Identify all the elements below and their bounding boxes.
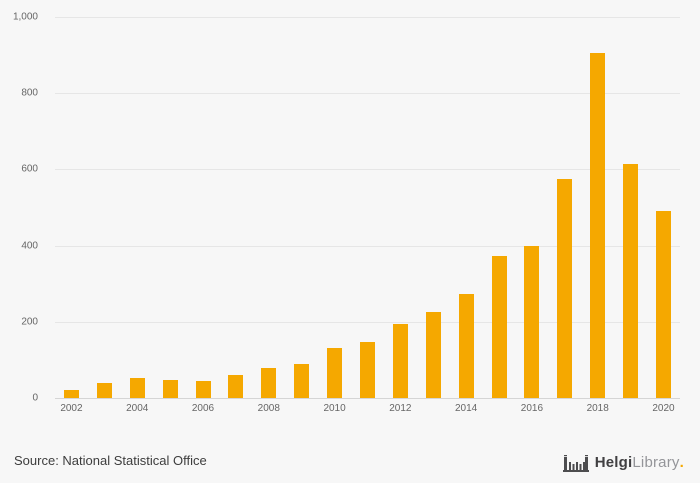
x-axis-tick-label: 2018 bbox=[586, 403, 609, 414]
bar-2003 bbox=[96, 382, 112, 398]
x-axis-tick-label bbox=[417, 403, 450, 414]
bar-slot bbox=[647, 17, 680, 398]
bar-2012 bbox=[392, 324, 408, 398]
helgi-library-logo: HelgiLibrary. bbox=[562, 452, 684, 472]
bar-2019 bbox=[623, 164, 639, 398]
bar-slot bbox=[384, 17, 417, 398]
logo-brand-secondary: Library bbox=[632, 453, 680, 471]
y-axis-tick-label: 1,000 bbox=[12, 11, 38, 23]
bar-slot bbox=[483, 17, 516, 398]
x-axis-tick-label bbox=[483, 403, 516, 414]
logo-text: HelgiLibrary. bbox=[595, 454, 684, 471]
bar-slot bbox=[515, 17, 548, 398]
chart-footer: Source: National Statistical Office bbox=[0, 439, 700, 483]
x-axis-tick-label bbox=[614, 403, 647, 414]
gridline bbox=[55, 169, 680, 171]
x-axis-tick-label: 2010 bbox=[323, 403, 346, 414]
gridline bbox=[55, 17, 680, 18]
x-axis-tick-label bbox=[154, 403, 187, 414]
bar-slot bbox=[285, 17, 318, 398]
logo-brand-primary: Helgi bbox=[594, 453, 633, 471]
x-axis-tick-label bbox=[219, 403, 252, 414]
bar-slot bbox=[417, 17, 450, 398]
x-axis-tick-label: 2004 bbox=[126, 403, 149, 414]
x-axis: 2002 2004 2006 2008 2010 2012 2014 2016 2018 2020 bbox=[55, 403, 680, 414]
x-axis-tick-label bbox=[351, 403, 384, 414]
x-axis-tick-label: 2020 bbox=[652, 403, 675, 414]
bars-container bbox=[55, 17, 680, 398]
x-axis-tick-label: 2014 bbox=[455, 403, 478, 414]
bar-2016 bbox=[524, 246, 540, 398]
source-text: Source: National Statistical Office bbox=[14, 453, 207, 468]
gridline bbox=[55, 398, 680, 399]
bar-slot bbox=[121, 17, 154, 398]
bar-slot bbox=[219, 17, 252, 398]
y-axis-tick-label: 0 bbox=[32, 392, 38, 404]
bar-2002 bbox=[63, 390, 79, 398]
x-axis-tick-label: 2002 bbox=[60, 403, 83, 414]
bar-slot bbox=[318, 17, 351, 398]
bar-slot bbox=[581, 17, 614, 398]
bar-slot bbox=[351, 17, 384, 398]
gridline bbox=[55, 245, 680, 247]
bar-2005 bbox=[162, 380, 178, 398]
bar-2013 bbox=[425, 311, 441, 398]
bar-slot bbox=[450, 17, 483, 398]
x-axis-tick-label: 2012 bbox=[389, 403, 412, 414]
x-axis-tick-label: 2006 bbox=[191, 403, 215, 414]
bar-2006 bbox=[195, 381, 211, 398]
logo-dot: . bbox=[679, 453, 684, 471]
bar-2007 bbox=[228, 375, 244, 398]
bar-2010 bbox=[327, 348, 343, 398]
bar-2011 bbox=[359, 341, 375, 398]
bar-slot bbox=[88, 17, 121, 398]
bar-slot bbox=[252, 17, 285, 398]
bar-2015 bbox=[491, 255, 507, 398]
bar-2020 bbox=[655, 210, 671, 398]
gridline bbox=[55, 321, 680, 323]
x-axis-tick-label: 2008 bbox=[257, 403, 280, 414]
bar-slot bbox=[55, 17, 88, 398]
y-axis-tick-label: 800 bbox=[21, 87, 38, 99]
y-axis-tick-label: 600 bbox=[21, 163, 38, 175]
gridline bbox=[55, 93, 680, 95]
x-axis-tick-label bbox=[285, 403, 318, 414]
x-axis-tick-label bbox=[548, 403, 581, 414]
y-axis: 0 200 400 600 800 1,000 bbox=[0, 12, 46, 404]
plot-area bbox=[55, 17, 680, 399]
x-axis-tick-label bbox=[88, 403, 121, 414]
bar-2009 bbox=[294, 363, 310, 398]
y-axis-tick-label: 200 bbox=[21, 316, 38, 328]
bar-slot bbox=[614, 17, 647, 398]
bar-2017 bbox=[557, 178, 573, 398]
bridge-icon bbox=[562, 452, 589, 472]
bar-slot bbox=[154, 17, 187, 398]
bar-slot bbox=[187, 17, 220, 398]
y-axis-tick-label: 400 bbox=[21, 240, 38, 252]
bar-2008 bbox=[261, 368, 277, 398]
x-axis-tick-label: 2016 bbox=[520, 403, 544, 414]
bar-2004 bbox=[129, 378, 145, 398]
bar-2014 bbox=[458, 294, 474, 398]
bar-slot bbox=[548, 17, 581, 398]
bar-2018 bbox=[590, 53, 606, 398]
